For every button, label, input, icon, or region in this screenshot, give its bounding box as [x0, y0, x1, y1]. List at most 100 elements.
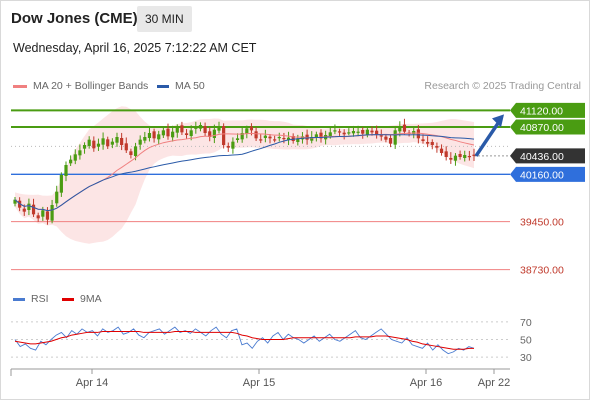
ma20-swatch: [13, 84, 27, 88]
candle-body: [370, 130, 374, 133]
rsi-tick-0: 70: [520, 317, 532, 329]
candle-body: [384, 136, 388, 140]
candle-body: [342, 132, 346, 135]
candle-body: [115, 137, 119, 143]
candle-body: [254, 131, 258, 139]
legend-9ma-label: 9MA: [80, 293, 102, 305]
candle-body: [166, 128, 170, 137]
candle-body: [45, 211, 50, 220]
legend-ma50-label: MA 50: [175, 80, 205, 92]
legend-ma20-label: MA 20 + Bollinger Bands: [33, 80, 149, 92]
candle-body: [286, 137, 291, 140]
candle-body: [226, 146, 230, 148]
candle-body: [263, 135, 267, 138]
candle-body: [59, 175, 63, 193]
candle-body: [69, 159, 73, 164]
candle-body: [273, 139, 277, 141]
candle-body: [101, 138, 105, 145]
candle-body: [333, 130, 337, 132]
candle-body: [379, 135, 383, 137]
candle-body: [41, 210, 45, 217]
candle-body: [393, 130, 397, 145]
candle-body: [171, 131, 175, 138]
candle-body: [161, 130, 165, 136]
candle-body: [82, 145, 87, 149]
candle-body: [152, 131, 156, 139]
candle-body: [217, 127, 221, 131]
candle-body: [282, 138, 286, 140]
candle-body: [13, 199, 17, 204]
projection-arrow-head: [492, 114, 504, 128]
candle-body: [27, 203, 31, 210]
candle-body: [249, 126, 254, 131]
candle-body: [458, 154, 462, 157]
candle-body: [426, 142, 430, 144]
legend-9ma: 9MA: [62, 293, 102, 305]
candle-body: [55, 191, 59, 204]
candle-body: [175, 127, 179, 133]
level-label-0: 41120.00: [520, 105, 563, 117]
candle-body: [73, 154, 77, 161]
candle-body: [439, 148, 444, 153]
ma50-swatch: [157, 84, 169, 88]
candle-body: [189, 130, 193, 136]
candle-body: [129, 151, 133, 155]
candle-body: [212, 129, 216, 138]
candle-body: [50, 205, 54, 221]
candle-body: [453, 155, 458, 161]
candle-body: [402, 124, 407, 132]
candle-body: [337, 131, 342, 133]
candle-body: [64, 165, 68, 176]
rsi-tick-1: 50: [520, 335, 532, 347]
candle-body: [235, 138, 240, 140]
candle-body: [92, 140, 96, 149]
candle-body: [96, 143, 101, 147]
x-tick-label-1: Apr 15: [243, 377, 275, 389]
candle-body: [310, 137, 314, 141]
candle-body: [356, 131, 360, 133]
candle-body: [78, 150, 82, 156]
credit-text: Research © 2025 Trading Central: [424, 80, 581, 92]
candle-body: [421, 139, 425, 141]
candle-body: [208, 131, 212, 137]
candle-body: [375, 130, 379, 135]
candle-body: [398, 126, 402, 132]
candle-body: [36, 215, 40, 219]
x-tick-label-3: Apr 22: [478, 377, 510, 389]
candle-body: [31, 204, 36, 215]
instrument-title: Dow Jones (CME): [11, 10, 138, 27]
legend-rsi-label: RSI: [31, 293, 49, 305]
candle-body: [319, 132, 323, 139]
candle-body: [277, 137, 281, 139]
rsi-swatch: [13, 297, 25, 301]
level-tag-0: [510, 102, 585, 118]
candle-body: [365, 129, 369, 135]
candle-body: [259, 139, 263, 141]
candle-body: [143, 137, 147, 141]
candle-body: [435, 146, 439, 148]
interval-selector[interactable]: 30 MIN: [137, 6, 192, 32]
candle-body: [291, 136, 295, 141]
candle-body: [203, 126, 207, 133]
projection-arrow-shaft: [474, 119, 502, 157]
level-tag-3: [510, 166, 585, 182]
candle-body: [463, 155, 467, 158]
candle-body: [388, 138, 393, 144]
level-tag-1: [510, 119, 585, 135]
candle-body: [87, 139, 91, 146]
level-tag-2: [510, 148, 585, 164]
level-label-5: 38730.00: [520, 265, 564, 277]
candle-body: [416, 129, 420, 139]
9ma-swatch: [62, 297, 74, 301]
level-label-2: 40436.00: [520, 151, 564, 163]
candle-body: [157, 134, 161, 140]
candle-body: [467, 156, 471, 158]
rsi-9ma-line: [14, 331, 474, 350]
candle-body: [222, 126, 226, 145]
x-tick-label-0: Apr 14: [76, 377, 108, 389]
candle-body: [430, 142, 434, 145]
candle-body: [138, 139, 142, 145]
candle-body: [347, 132, 351, 134]
candle-body: [110, 141, 114, 145]
